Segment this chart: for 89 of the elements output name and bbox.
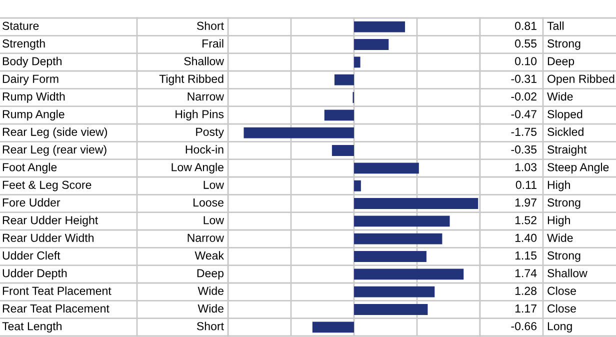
text: Steep Angle (548, 162, 609, 174)
y-tick-label: Foot Angle (2, 162, 57, 174)
text: Frail (202, 39, 224, 48)
y-tick-label: Body Depth (2, 56, 62, 68)
y-tick-label: Fore Udder (2, 198, 60, 207)
text: Low (204, 180, 224, 189)
bar (324, 110, 354, 121)
bar (334, 74, 354, 86)
bar (354, 180, 361, 192)
bar (354, 286, 435, 298)
text: Loose (194, 198, 224, 207)
y-tick-label: Rear Leg (side view) (2, 127, 107, 138)
data-label: 0.11 (516, 180, 536, 189)
text: Narrow (188, 234, 224, 242)
text: Sickled (548, 127, 584, 136)
text: Wide (198, 286, 224, 295)
y-tick-label: Stature (2, 22, 39, 30)
text: Hock-in (186, 145, 224, 154)
data-label: 1.28 (515, 286, 536, 295)
text: Weak (194, 251, 224, 260)
data-label: 1.03 (515, 163, 536, 172)
data-label: -0.02 (511, 92, 536, 101)
y-tick-label: Udder Cleft (2, 251, 60, 260)
y-tick-label: Udder Depth (2, 268, 67, 280)
y-tick-label: Dairy Form (2, 74, 58, 86)
y-tick-label: Rear Teat Placement (2, 304, 110, 313)
text: Low (204, 216, 224, 224)
text: Close (548, 286, 576, 295)
bar (354, 251, 426, 262)
y-tick-label: Rump Angle (2, 110, 64, 121)
text: Strong (548, 251, 580, 262)
y-tick-label: Feet & Leg Score (2, 180, 92, 192)
data-label: -0.47 (511, 110, 536, 118)
text: High (548, 216, 570, 227)
bar (354, 162, 419, 174)
text: Short (196, 21, 224, 30)
data-label: 1.97 (515, 198, 536, 207)
text: Posty (196, 128, 224, 138)
data-label: 1.17 (515, 304, 536, 312)
text: Close (548, 304, 576, 313)
bar (354, 198, 478, 209)
bar (354, 268, 464, 280)
text: Tall (547, 21, 564, 30)
text: Shallow (184, 56, 224, 66)
text: Wide (547, 233, 573, 242)
text: Shallow (548, 268, 588, 278)
data-label: 1.40 (515, 234, 537, 242)
text: Straight (548, 145, 587, 156)
text: Deep (197, 269, 224, 280)
bar (332, 145, 354, 156)
y-tick-label: Teat Length (2, 322, 62, 333)
bar (354, 304, 428, 315)
bar (354, 39, 389, 50)
data-label: 1.52 (515, 216, 536, 224)
text: Short (196, 322, 224, 330)
data-label: -0.31 (511, 74, 536, 83)
data-label: -1.75 (511, 128, 537, 136)
text: Strong (548, 39, 580, 50)
y-tick-label: Rear Udder Height (2, 216, 98, 227)
text: Strong (548, 198, 580, 209)
y-tick-label: Rear Udder Width (2, 233, 94, 242)
bar (354, 21, 406, 32)
y-tick-label: Rear Leg (rear view) (2, 145, 106, 156)
y-tick-label: Front Teat Placement (2, 286, 112, 295)
data-label: 1.74 (515, 269, 537, 278)
bar (312, 322, 354, 333)
y-tick-label: Rump Width (2, 92, 65, 103)
bar (354, 216, 450, 227)
data-label: 0.55 (515, 39, 537, 48)
text: Long (548, 322, 572, 333)
text: High Pins (176, 110, 224, 121)
text: Open Ribbed (548, 74, 614, 86)
bar (354, 233, 442, 244)
data-label: 0.10 (515, 57, 537, 66)
text: Sloped (548, 110, 582, 121)
text: High (548, 180, 570, 192)
text: Wide (198, 304, 224, 313)
bar (244, 127, 354, 138)
text: Wide (547, 92, 573, 101)
text: Low Angle (172, 162, 224, 174)
y-tick-label: Strength (2, 39, 45, 50)
text: Tight Ribbed (159, 74, 224, 86)
text: Deep (548, 57, 574, 68)
text: Narrow (188, 92, 224, 101)
data-label: 1.15 (515, 252, 537, 260)
data-label: -0.35 (511, 145, 537, 154)
data-label: 0.81 (515, 22, 536, 30)
data-label: -0.66 (511, 322, 536, 330)
bar (354, 56, 360, 68)
